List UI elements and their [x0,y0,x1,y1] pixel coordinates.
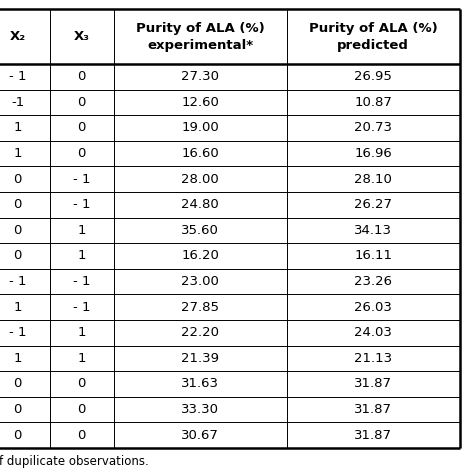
Text: - 1: - 1 [73,301,91,314]
Text: 31.87: 31.87 [354,403,392,416]
Text: 16.20: 16.20 [182,249,219,263]
Text: 0: 0 [14,377,22,391]
Text: 0: 0 [78,377,86,391]
Text: Purity of ALA (%)
experimental*: Purity of ALA (%) experimental* [136,22,264,52]
Text: 30.67: 30.67 [182,428,219,442]
Text: 0: 0 [78,121,86,135]
Text: 28.10: 28.10 [355,173,392,186]
Text: 26.27: 26.27 [354,198,392,211]
Text: 31.87: 31.87 [354,428,392,442]
Text: 23.26: 23.26 [354,275,392,288]
Text: 1: 1 [14,301,22,314]
Text: 1: 1 [78,224,86,237]
Text: 0: 0 [78,428,86,442]
Text: 0: 0 [78,70,86,83]
Text: - 1: - 1 [73,275,91,288]
Text: 19.00: 19.00 [182,121,219,135]
Text: - 1: - 1 [73,198,91,211]
Text: 0: 0 [14,428,22,442]
Text: 27.30: 27.30 [181,70,219,83]
Text: - 1: - 1 [9,70,27,83]
Text: - 1: - 1 [9,275,27,288]
Text: 27.85: 27.85 [181,301,219,314]
Text: Purity of ALA (%)
predicted: Purity of ALA (%) predicted [309,22,438,52]
Text: 35.60: 35.60 [182,224,219,237]
Text: X₂: X₂ [9,30,26,43]
Text: 21.13: 21.13 [354,352,392,365]
Text: 1: 1 [78,326,86,339]
Text: 24.03: 24.03 [355,326,392,339]
Text: 31.63: 31.63 [181,377,219,391]
Text: 24.80: 24.80 [182,198,219,211]
Text: 33.30: 33.30 [181,403,219,416]
Text: 0: 0 [14,198,22,211]
Text: X₃: X₃ [74,30,90,43]
Text: 16.11: 16.11 [354,249,392,263]
Text: 26.03: 26.03 [355,301,392,314]
Text: 28.00: 28.00 [182,173,219,186]
Text: 1: 1 [78,352,86,365]
Text: 0: 0 [14,249,22,263]
Text: 0: 0 [78,96,86,109]
Text: 0: 0 [78,147,86,160]
Text: 0: 0 [14,403,22,416]
Text: 21.39: 21.39 [181,352,219,365]
Text: 34.13: 34.13 [354,224,392,237]
Text: -1: -1 [11,96,24,109]
Text: 1: 1 [14,352,22,365]
Text: - 1: - 1 [73,173,91,186]
Text: 16.96: 16.96 [355,147,392,160]
Text: 1: 1 [14,121,22,135]
Text: 23.00: 23.00 [182,275,219,288]
Text: 0: 0 [14,173,22,186]
Text: 12.60: 12.60 [182,96,219,109]
Text: 1: 1 [78,249,86,263]
Text: 31.87: 31.87 [354,377,392,391]
Text: 0: 0 [14,224,22,237]
Text: 20.73: 20.73 [354,121,392,135]
Text: 10.87: 10.87 [355,96,392,109]
Text: 22.20: 22.20 [181,326,219,339]
Text: 0: 0 [78,403,86,416]
Text: - 1: - 1 [9,326,27,339]
Text: 1: 1 [14,147,22,160]
Text: *of dupilicate observations.: *of dupilicate observations. [0,456,148,468]
Text: 26.95: 26.95 [355,70,392,83]
Text: 16.60: 16.60 [182,147,219,160]
